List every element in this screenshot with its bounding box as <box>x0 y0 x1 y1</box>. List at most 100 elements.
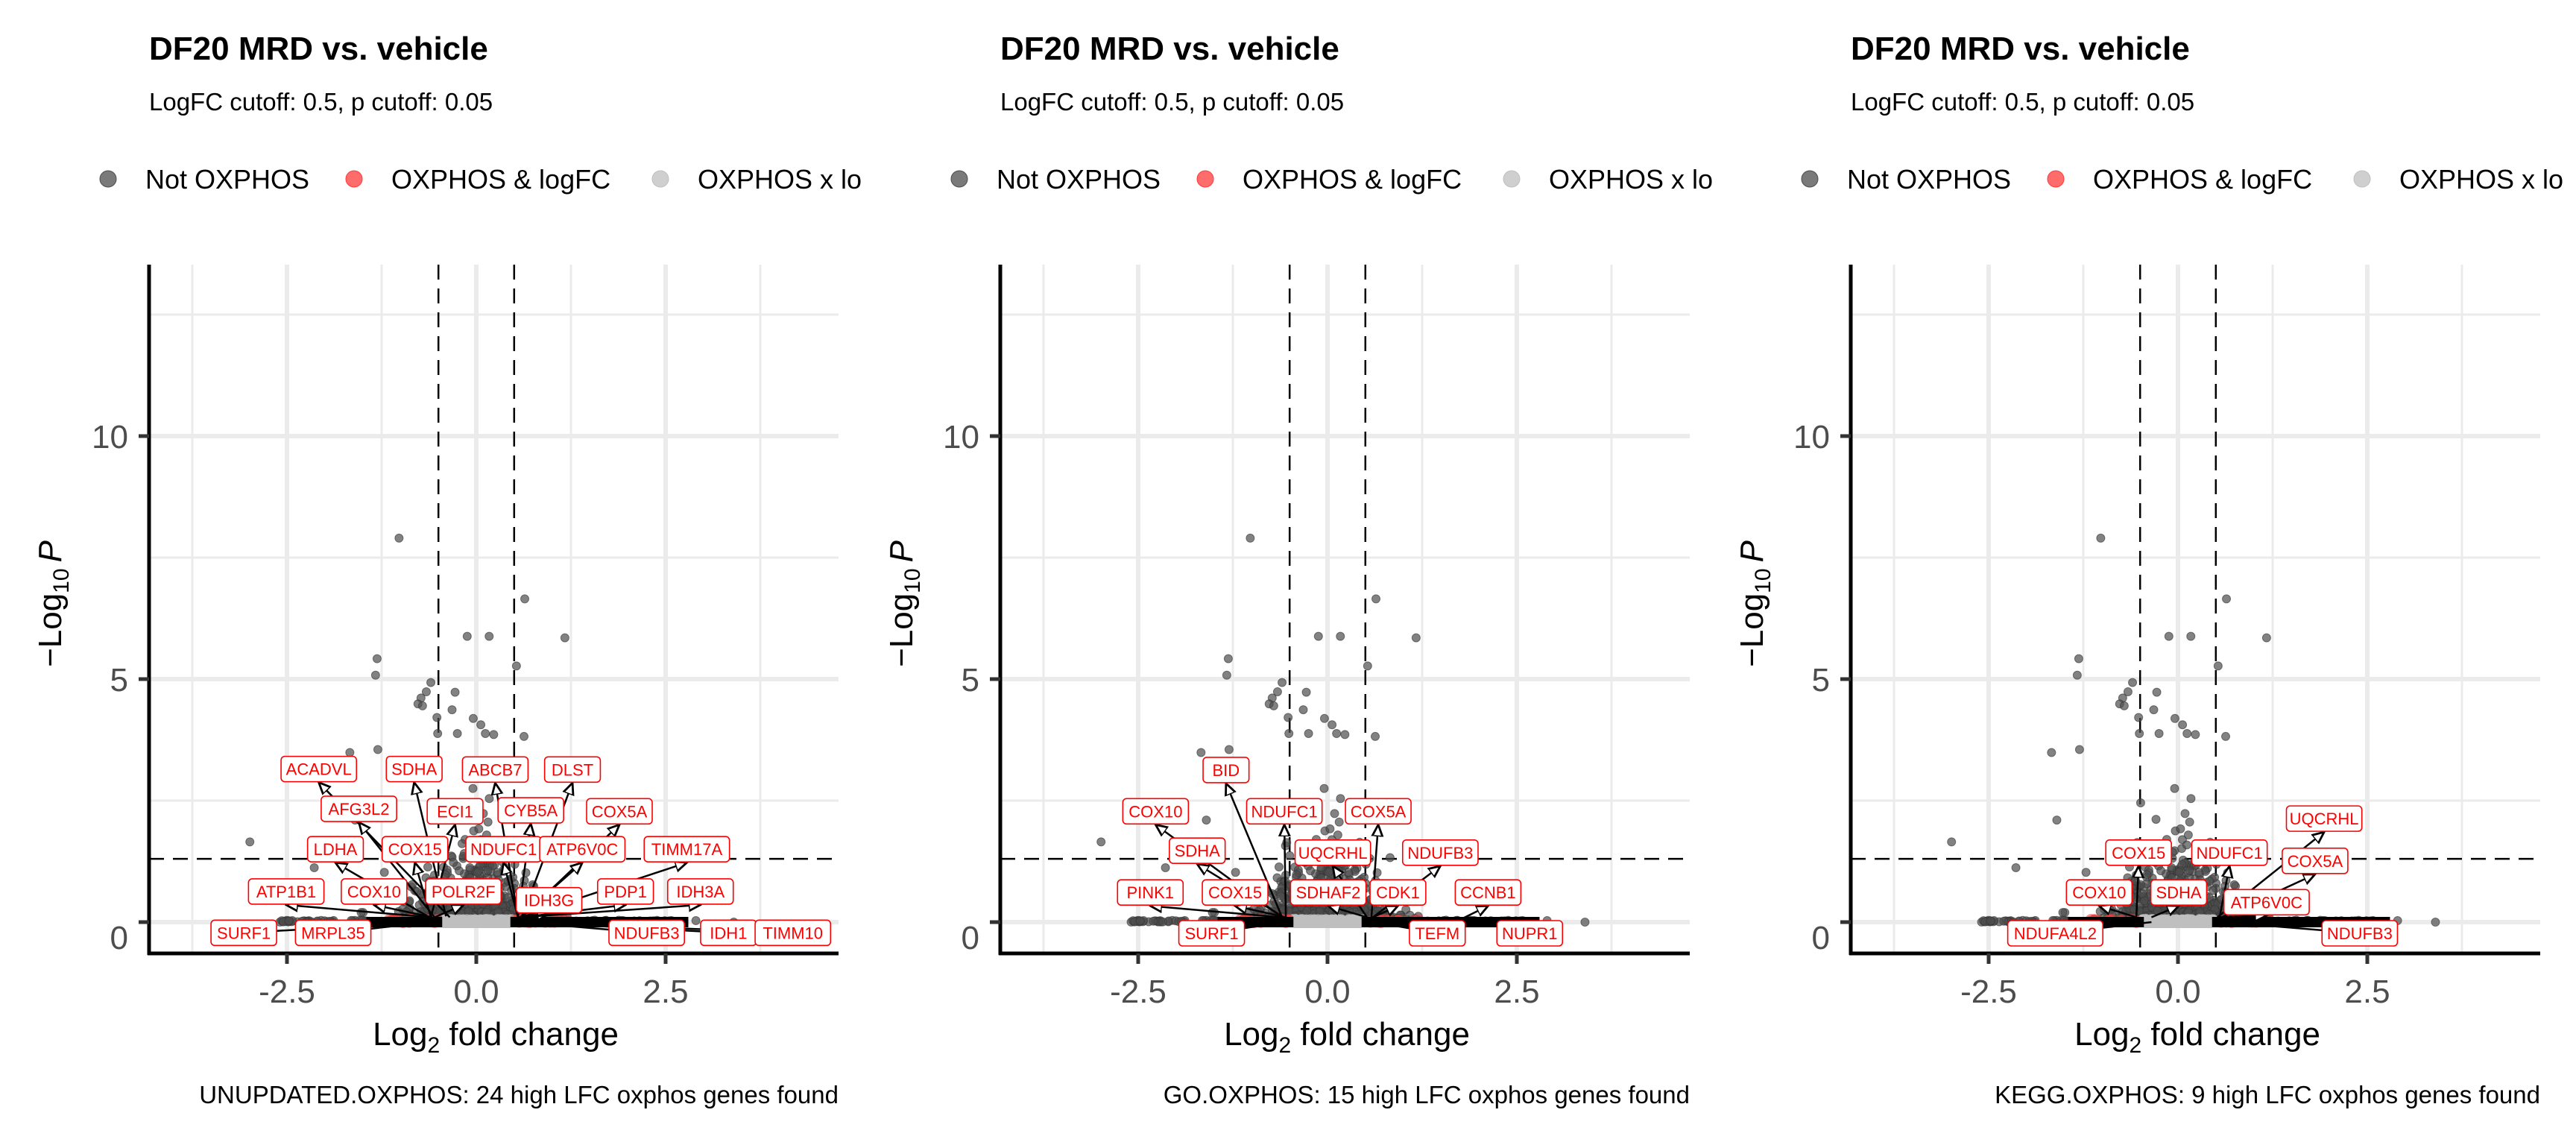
label-connector <box>359 822 436 918</box>
point-not-oxphos <box>2058 908 2068 918</box>
gene-label-box <box>341 878 408 905</box>
point-not-oxphos <box>1304 729 1313 739</box>
gene-label-box <box>754 919 832 947</box>
gene-label-box <box>1246 798 1323 825</box>
y-tick-label: 10 <box>92 419 128 455</box>
point-not-oxphos <box>1325 824 1335 833</box>
legend-marker-oxphos-x-logfc <box>2353 170 2371 188</box>
x-axis-title-sub: 2 <box>1278 1033 1291 1058</box>
point-not-oxphos <box>2134 713 2144 722</box>
point-not-oxphos <box>379 868 389 877</box>
oxphos-x-logfc-band <box>1293 916 1362 928</box>
point-not-oxphos <box>473 868 482 877</box>
legend: Not OXPHOS OXPHOS & logFC OXPHOS x lo <box>950 164 1713 195</box>
gene-label-ccnb1: CCNB1 <box>1460 883 1516 902</box>
gene-label-box <box>1289 879 1367 906</box>
gene-label-sdha: SDHA <box>2156 883 2201 902</box>
x-axis-title: Log2 fold change <box>1224 1016 1470 1058</box>
y-axis-title-sub: 10 <box>900 568 925 593</box>
point-not-oxphos <box>2221 731 2231 741</box>
gene-label-box <box>2321 920 2399 947</box>
gene-label-ldha: LDHA <box>314 840 358 859</box>
gene-label-pink1: PINK1 <box>1126 883 1174 902</box>
gene-label-cox10: COX10 <box>347 883 401 901</box>
x-axis-title-main: Log <box>2074 1016 2129 1053</box>
gene-label-box <box>321 795 397 822</box>
point-not-oxphos <box>372 654 382 663</box>
gene-label-ndufc1: NDUFC1 <box>470 840 537 859</box>
point-not-oxphos <box>1319 713 1329 723</box>
gene-label-box <box>1202 757 1250 783</box>
gene-label-box <box>2191 839 2268 866</box>
gene-label-box <box>643 836 730 862</box>
label-connector <box>434 905 464 918</box>
y-axis-title-p: P <box>1734 540 1770 562</box>
gene-label-box <box>1409 920 1466 947</box>
gene-label-box <box>2282 848 2349 874</box>
point-not-oxphos <box>1231 868 1240 877</box>
gene-label-cox15: COX15 <box>2112 844 2165 862</box>
point-not-oxphos <box>2174 868 2184 877</box>
point-not-oxphos <box>2119 701 2129 710</box>
gene-label-box <box>515 886 583 914</box>
point-not-oxphos <box>2135 798 2145 808</box>
legend-label: OXPHOS x lo <box>1549 164 1713 195</box>
gene-label-cox5a: COX5A <box>592 802 648 821</box>
point-not-oxphos <box>1306 866 1316 876</box>
gene-label-dlst: DLST <box>552 760 593 779</box>
point-not-oxphos <box>417 701 427 710</box>
x-axis-title-rest: fold change <box>440 1016 619 1053</box>
gene-label-cox15: COX15 <box>1208 883 1262 902</box>
y-axis-title-sub: 10 <box>49 568 74 593</box>
gene-label-box <box>2065 879 2133 906</box>
point-not-oxphos <box>1298 705 1308 715</box>
oxphos-x-logfc-band <box>442 916 511 928</box>
point-not-oxphos <box>2182 840 2191 850</box>
gene-label-cox10: COX10 <box>1128 802 1182 821</box>
chart-title: DF20 MRD vs. vehicle <box>149 31 488 67</box>
legend-label: Not OXPHOS <box>1847 164 2011 195</box>
y-axis-title-p: P <box>32 540 69 562</box>
point-not-oxphos <box>1580 918 1590 927</box>
point-not-oxphos <box>2167 863 2176 873</box>
gene-label-abcb7: ABCB7 <box>468 760 522 779</box>
gene-label-box <box>586 798 653 825</box>
point-not-oxphos <box>2081 868 2091 877</box>
gene-label-acadvl: ACADVL <box>286 760 352 779</box>
gene-label-box <box>381 836 449 862</box>
label-connector <box>286 905 432 918</box>
point-not-oxphos <box>493 868 502 877</box>
point-not-oxphos <box>1223 654 1233 663</box>
gene-label-box <box>280 755 358 783</box>
gene-label-cdk1: CDK1 <box>1376 883 1420 902</box>
gene-label-box <box>426 798 484 825</box>
label-connector <box>1328 906 1368 918</box>
point-not-oxphos <box>2176 824 2185 833</box>
gene-label-sdhaf2: SDHAF2 <box>1296 883 1361 902</box>
point-not-oxphos <box>1292 870 1301 880</box>
legend-label: OXPHOS & logFC <box>1243 164 1462 195</box>
gene-label-pdp1: PDP1 <box>604 883 646 901</box>
gene-label-sdha: SDHA <box>1175 842 1220 860</box>
x-tick-label: 2.5 <box>643 974 688 1010</box>
point-not-oxphos <box>1274 862 1284 872</box>
point-not-oxphos <box>462 631 472 641</box>
gene-label-box <box>543 756 602 783</box>
point-not-oxphos <box>426 678 436 687</box>
point-not-oxphos <box>1336 631 1345 641</box>
point-not-oxphos <box>2152 687 2162 697</box>
legend-label: OXPHOS & logFC <box>391 164 610 195</box>
legend-label: OXPHOS x lo <box>2399 164 2563 195</box>
point-not-oxphos <box>1330 809 1339 818</box>
gene-label-cox5a: COX5A <box>2288 852 2343 871</box>
point-not-oxphos <box>691 916 701 926</box>
point-not-oxphos <box>2185 817 2194 827</box>
point-not-oxphos <box>1986 916 1995 926</box>
chart-title: DF20 MRD vs. vehicle <box>1851 31 2190 67</box>
point-not-oxphos <box>2047 748 2056 757</box>
point-not-oxphos <box>1246 533 1255 543</box>
point-not-oxphos <box>1340 730 1350 739</box>
gene-label-box <box>1369 879 1427 906</box>
y-axis-title-main: −Log <box>1734 593 1770 667</box>
x-axis-title-sub: 2 <box>427 1033 440 1058</box>
